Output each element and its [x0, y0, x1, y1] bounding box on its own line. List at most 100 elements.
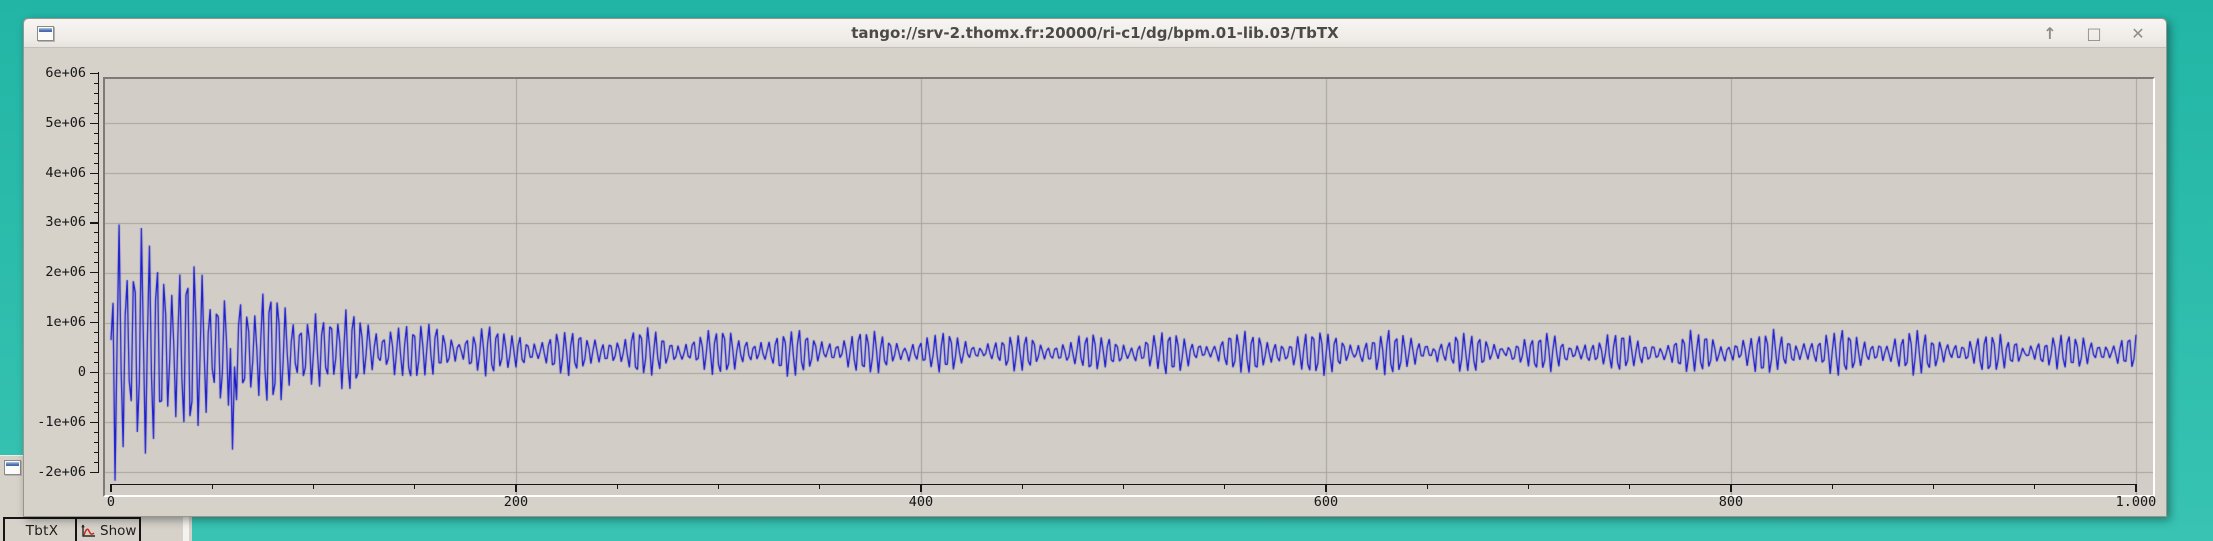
- x-minor-tick: [616, 484, 618, 489]
- y-minor-tick: [93, 82, 98, 84]
- y-major-tick: [90, 471, 98, 473]
- x-minor-tick: [718, 484, 719, 489]
- y-minor-tick: [93, 282, 98, 284]
- y-major-tick: [90, 222, 98, 224]
- y-tick-label: 2e+06: [45, 264, 86, 281]
- x-minor-tick: [1426, 484, 1428, 489]
- x-tick-label: 200: [503, 494, 529, 510]
- x-minor-tick: [313, 484, 314, 489]
- titlebar[interactable]: tango://srv-2.thomx.fr:20000/ri-c1/dg/bp…: [24, 19, 2166, 48]
- y-minor-tick: [93, 212, 98, 214]
- y-tick-label: 4e+06: [45, 164, 86, 181]
- window-icon[interactable]: [4, 460, 21, 475]
- x-major-tick: [2135, 484, 2137, 492]
- x-tick-label: 600: [1313, 494, 1339, 510]
- y-major-tick: [90, 272, 98, 274]
- attribute-strip: TbtX Show: [3, 517, 141, 541]
- y-minor-tick: [93, 312, 98, 314]
- x-minor-tick: [1528, 484, 1529, 489]
- y-minor-tick: [93, 391, 98, 393]
- y-tick-label: -2e+06: [37, 463, 86, 480]
- y-tick-label: 3e+06: [45, 214, 86, 231]
- x-major-tick: [515, 484, 517, 492]
- y-tick-label: 5e+06: [45, 114, 86, 131]
- y-minor-tick: [93, 342, 98, 344]
- y-major-tick: [90, 72, 98, 75]
- y-tick-label: 1e+06: [45, 314, 86, 331]
- plot-panel[interactable]: [103, 77, 2155, 497]
- main-window: tango://srv-2.thomx.fr:20000/ri-c1/dg/bp…: [23, 18, 2167, 517]
- y-minor-tick: [93, 102, 98, 104]
- window-controls: ↑ □ ✕: [2040, 19, 2148, 48]
- y-minor-tick: [93, 441, 98, 443]
- x-major-tick: [920, 484, 922, 492]
- tab-tbtx[interactable]: TbtX: [25, 523, 59, 539]
- chart-icon: [81, 524, 96, 538]
- y-minor-tick: [93, 252, 98, 254]
- x-major-tick: [110, 484, 112, 492]
- y-minor-tick: [93, 381, 98, 383]
- x-minor-tick: [2034, 484, 2036, 489]
- y-minor-tick: [93, 152, 98, 154]
- chart-region: 6e+06 5e+06 4e+06 3e+06 2e+06 1e+06 0 -1e+06 -2e…: [24, 48, 2166, 516]
- y-major-tick: [90, 172, 98, 174]
- x-minor-tick: [1629, 484, 1631, 489]
- y-major-tick: [90, 421, 98, 424]
- y-minor-tick: [93, 401, 98, 403]
- maximize-button[interactable]: □: [2086, 23, 2102, 43]
- x-tick-label: 0: [106, 494, 116, 510]
- y-minor-tick: [93, 242, 98, 244]
- y-minor-tick: [93, 262, 98, 264]
- window-title: tango://srv-2.thomx.fr:20000/ri-c1/dg/bp…: [851, 24, 1339, 42]
- y-axis-line: [98, 72, 100, 474]
- x-minor-tick: [1123, 484, 1124, 489]
- y-minor-tick: [93, 162, 98, 164]
- x-minor-tick: [211, 484, 213, 489]
- y-minor-tick: [93, 362, 98, 364]
- x-tick-label: 400: [908, 494, 934, 510]
- y-tick-label: -1e+06: [37, 413, 86, 430]
- waveform-canvas[interactable]: [105, 79, 2153, 495]
- x-minor-tick: [1224, 484, 1226, 489]
- x-major-tick: [1325, 484, 1327, 492]
- y-minor-tick: [93, 332, 98, 334]
- y-minor-tick: [93, 92, 98, 94]
- y-major-tick: [90, 371, 98, 374]
- x-minor-tick: [414, 484, 416, 489]
- x-major-tick: [1730, 484, 1732, 492]
- show-button-label: Show: [100, 522, 137, 539]
- y-minor-tick: [93, 132, 98, 134]
- y-major-tick: [90, 322, 98, 324]
- y-minor-tick: [93, 232, 98, 234]
- y-tick-label: 0: [77, 364, 86, 380]
- x-minor-tick: [1021, 484, 1023, 489]
- window-icon-titlebar: [6, 462, 19, 466]
- y-minor-tick: [93, 461, 98, 463]
- y-minor-tick: [93, 182, 98, 184]
- y-minor-tick: [93, 411, 98, 413]
- shade-button[interactable]: ↑: [2043, 23, 2057, 43]
- x-minor-tick: [1933, 484, 1934, 489]
- fragment-window-edge: [183, 517, 189, 541]
- y-minor-tick: [93, 142, 98, 144]
- y-minor-tick: [93, 352, 98, 354]
- window-menu-icon[interactable]: [37, 26, 54, 41]
- y-minor-tick: [93, 112, 98, 114]
- y-minor-tick: [93, 431, 98, 433]
- y-major-tick: [90, 122, 98, 124]
- y-minor-tick: [93, 202, 98, 204]
- y-minor-tick: [93, 302, 98, 304]
- y-minor-tick: [93, 292, 98, 294]
- x-tick-label: 1.000: [2115, 494, 2157, 510]
- x-axis-line: [111, 484, 2137, 486]
- x-tick-label: 800: [1718, 494, 1744, 510]
- y-minor-tick: [93, 451, 98, 453]
- show-button[interactable]: Show: [75, 517, 141, 541]
- close-button[interactable]: ✕: [2131, 23, 2145, 43]
- y-tick-label: 6e+06: [45, 64, 86, 81]
- x-minor-tick: [819, 484, 821, 489]
- y-minor-tick: [93, 192, 98, 194]
- x-minor-tick: [1831, 484, 1833, 489]
- window-icon-titlebar: [39, 28, 52, 32]
